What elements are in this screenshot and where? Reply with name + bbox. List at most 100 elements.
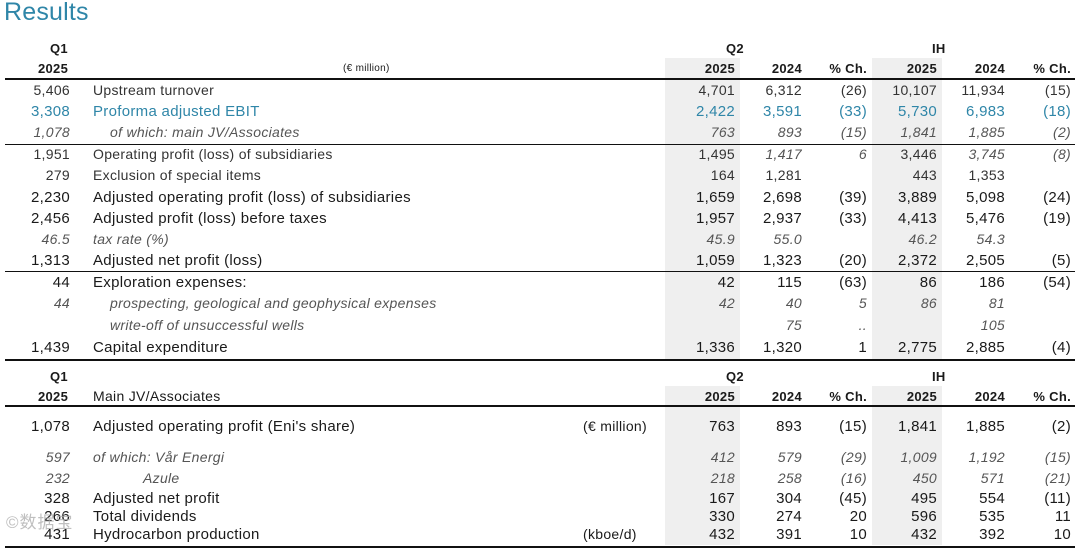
- q1-value: 44: [52, 274, 70, 291]
- q1-value: 431: [44, 526, 70, 543]
- divider: [5, 359, 1075, 361]
- cell: 2,505: [965, 252, 1005, 269]
- t2-ih-header: IH: [932, 369, 946, 384]
- cell: 535: [979, 508, 1005, 525]
- q1-value: 279: [45, 167, 70, 183]
- cell: 1,059: [695, 252, 735, 269]
- table-row: 1,078 Adjusted operating profit (Eni's s…: [0, 416, 1080, 437]
- cell: (15): [840, 124, 867, 140]
- cell: 1,192: [968, 449, 1005, 465]
- t2-q1-header: Q1: [50, 369, 68, 384]
- cell: 893: [777, 124, 802, 140]
- cell: 4,701: [698, 82, 735, 98]
- q1-value: 266: [44, 508, 70, 525]
- cell: 1,659: [695, 189, 735, 206]
- cell: 554: [979, 490, 1005, 507]
- q1-value: 1,439: [30, 339, 70, 356]
- cell: 432: [709, 526, 735, 543]
- cell: 167: [709, 490, 735, 507]
- row-label: Adjusted net profit: [93, 490, 220, 507]
- row-label: tax rate (%): [93, 231, 169, 247]
- cell: (8): [1052, 146, 1071, 162]
- cell: 11: [1054, 508, 1071, 525]
- cell: 330: [709, 508, 735, 525]
- cell: 46.2: [908, 231, 937, 247]
- cell: 55.0: [773, 231, 802, 247]
- t1-col-6: % Ch.: [1033, 61, 1071, 76]
- unit-label: (€ million): [583, 418, 647, 434]
- cell: (19): [1043, 210, 1071, 227]
- cell: 2,937: [762, 210, 802, 227]
- t1-q1-header: Q1: [50, 41, 68, 56]
- cell: 432: [911, 526, 937, 543]
- cell: 186: [979, 274, 1005, 291]
- cell: (15): [1044, 449, 1071, 465]
- cell: (2): [1052, 124, 1071, 140]
- cell: 40: [785, 295, 802, 311]
- t2-col-4: 2025: [906, 389, 937, 404]
- cell: 10,107: [892, 82, 937, 98]
- table-row: 232 Azule 218 258 (16) 450 571 (21): [0, 468, 1080, 489]
- t2-section-title: Main JV/Associates: [93, 388, 221, 404]
- cell: 45.9: [706, 231, 735, 247]
- q1-value: 46.5: [41, 231, 70, 247]
- row-label: Operating profit (loss) of subsidiaries: [93, 146, 333, 162]
- cell: 304: [776, 490, 802, 507]
- cell: (21): [1044, 470, 1071, 486]
- row-label: of which: main JV/Associates: [110, 124, 300, 140]
- cell: (5): [1051, 252, 1071, 269]
- cell: (20): [839, 252, 867, 269]
- cell: (16): [840, 470, 867, 486]
- t1-col-4: 2025: [906, 61, 937, 76]
- cell: 81: [988, 295, 1005, 311]
- cell: 105: [980, 317, 1005, 333]
- t2-q1-year: 2025: [38, 389, 69, 404]
- q1-value: 3,308: [30, 103, 70, 120]
- t1-q2-header: Q2: [726, 41, 744, 56]
- cell: 5,476: [965, 210, 1005, 227]
- cell: ..: [858, 317, 867, 333]
- cell: 443: [912, 167, 937, 183]
- cell: (33): [839, 210, 867, 227]
- cell: 893: [776, 418, 802, 435]
- watermark: ©数据宝: [6, 513, 74, 532]
- divider: [5, 405, 1075, 407]
- cell: (11): [1044, 490, 1071, 507]
- row-label: Total dividends: [93, 508, 197, 525]
- cell: 42: [717, 274, 735, 291]
- cell: 2,698: [762, 189, 802, 206]
- q1-value: 1,951: [33, 146, 70, 162]
- shade-ih-2025: [872, 58, 942, 360]
- t1-col-5: 2024: [974, 61, 1005, 76]
- shade-q2-2025: [665, 58, 740, 360]
- q1-value: 2,456: [30, 210, 70, 227]
- q1-value: 44: [53, 295, 70, 311]
- cell: 10: [1053, 526, 1071, 543]
- cell: 1,281: [765, 167, 802, 183]
- t2-col-3: % Ch.: [829, 389, 867, 404]
- cell: 412: [710, 449, 735, 465]
- t2-col-5: 2024: [974, 389, 1005, 404]
- unit-label: (kboe/d): [583, 526, 637, 542]
- shade-q2-2025-b: [665, 386, 740, 545]
- cell: 218: [710, 470, 735, 486]
- t1-ih-header: IH: [932, 41, 946, 56]
- cell: (63): [839, 274, 867, 291]
- cell: 392: [979, 526, 1005, 543]
- table-row: 2,456 Adjusted profit (loss) before taxe…: [0, 208, 1080, 229]
- cell: (39): [839, 189, 867, 206]
- t2-col-6: % Ch.: [1033, 389, 1071, 404]
- cell: (4): [1051, 339, 1071, 356]
- cell: 1,323: [762, 252, 802, 269]
- cell: 10: [849, 526, 867, 543]
- q1-value: 2,230: [30, 189, 70, 206]
- cell: 6: [858, 146, 867, 162]
- table-row: 431 Hydrocarbon production (kboe/d) 432 …: [0, 524, 1080, 545]
- cell: 4,413: [897, 210, 937, 227]
- page-title: Results: [4, 0, 89, 26]
- table-row: 44 prospecting, geological and geophysic…: [0, 293, 1080, 314]
- cell: 5: [858, 295, 867, 311]
- t2-header-year: 2025 Main JV/Associates 2025 2024 % Ch. …: [0, 386, 1080, 407]
- divider: [5, 144, 1075, 145]
- cell: 11,934: [961, 82, 1005, 98]
